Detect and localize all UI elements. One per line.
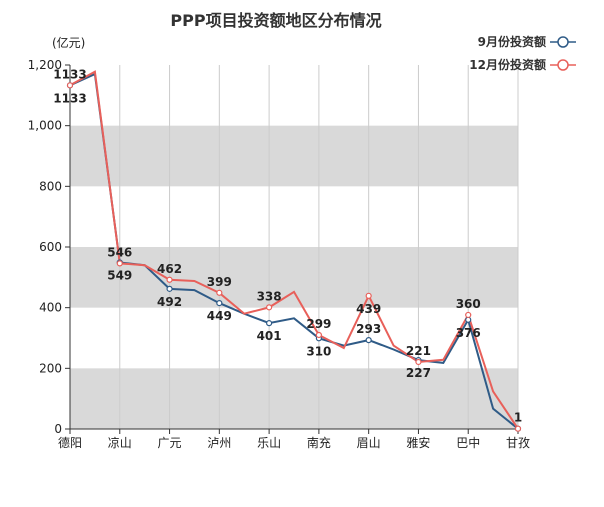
chart-title: PPP项目投资额地区分布情况: [170, 11, 381, 30]
data-point: [166, 285, 173, 292]
data-point: [514, 425, 522, 432]
y-tick-label: 0: [54, 422, 62, 436]
data-label: 449: [207, 309, 232, 323]
data-point: [116, 260, 123, 267]
y-tick-label: 1,200: [28, 58, 62, 72]
x-tick-label: 雅安: [406, 435, 430, 450]
y-tick-label: 200: [39, 361, 62, 375]
legend: 9月份投资额 12月份投资额: [469, 34, 576, 72]
series-points: [66, 82, 522, 432]
data-label: 439: [356, 302, 381, 316]
grid-band: [70, 247, 518, 308]
data-label: 401: [257, 329, 282, 343]
data-label: 1133: [53, 67, 86, 81]
x-tick-label: 南充: [307, 435, 331, 450]
data-point: [465, 311, 472, 319]
grid-band: [70, 125, 518, 187]
data-label: 227: [406, 366, 431, 380]
y-tick-label: 1,000: [28, 119, 62, 133]
legend-marker-icon: [557, 36, 569, 48]
legend-marker-icon: [557, 59, 569, 71]
data-point: [66, 82, 74, 89]
series-lines: [69, 70, 519, 430]
data-label: 293: [356, 322, 381, 336]
data-label: 546: [107, 245, 132, 259]
data-point: [315, 331, 322, 339]
y-tick-label: 800: [39, 179, 62, 193]
x-tick-label: 眉山: [357, 436, 381, 450]
data-labels: 1133 549 492 449 401 310 293 227 376 1 1133 546 462 3…: [53, 67, 522, 424]
x-tick-label: 德阳: [58, 435, 82, 450]
legend-item[interactable]: 9月份投资额: [478, 34, 576, 49]
data-point: [166, 276, 173, 283]
data-label: 376: [456, 326, 481, 340]
y-unit-label: (亿元): [52, 35, 85, 50]
data-point: [216, 289, 223, 296]
series-line: [69, 70, 519, 430]
x-tick-label: 甘孜: [506, 436, 530, 450]
data-label: 310: [306, 344, 331, 358]
vertical-gridlines: [119, 65, 519, 429]
x-tick-labels: 德阳 凉山 广元 泸州 乐山 南充 眉山 雅安 巴中 甘孜: [58, 429, 530, 450]
data-point: [465, 316, 472, 323]
legend-label: 9月份投资额: [478, 34, 546, 49]
x-tick-label: 巴中: [456, 435, 480, 450]
data-label: 1133: [53, 91, 86, 105]
data-label: 549: [107, 268, 132, 282]
grid-bands: [70, 125, 518, 429]
data-label: 492: [157, 295, 182, 309]
legend-label: 12月份投资额: [469, 57, 546, 72]
data-label: 1: [514, 411, 522, 425]
data-label: 462: [157, 262, 182, 276]
data-point: [415, 358, 422, 366]
x-tick-label: 乐山: [257, 436, 281, 450]
y-tick-label: 400: [39, 301, 62, 315]
y-tick-labels: 0 200 400 600 800 1,000 1,200: [28, 58, 70, 436]
data-point: [266, 304, 273, 311]
x-tick-label: 广元: [158, 436, 182, 450]
data-point: [216, 300, 223, 307]
grid-band: [70, 368, 518, 429]
data-label: 360: [456, 297, 481, 311]
data-label: 221: [406, 344, 431, 358]
data-label: 338: [257, 289, 282, 303]
legend-item[interactable]: 12月份投资额: [469, 57, 576, 72]
data-label: 399: [207, 275, 232, 289]
data-point: [266, 320, 273, 327]
x-tick-label: 凉山: [108, 435, 132, 450]
y-tick-label: 600: [39, 240, 62, 254]
data-label: 299: [306, 317, 331, 331]
data-point: [365, 337, 372, 344]
x-tick-label: 泸州: [207, 436, 231, 450]
data-point: [365, 292, 372, 299]
